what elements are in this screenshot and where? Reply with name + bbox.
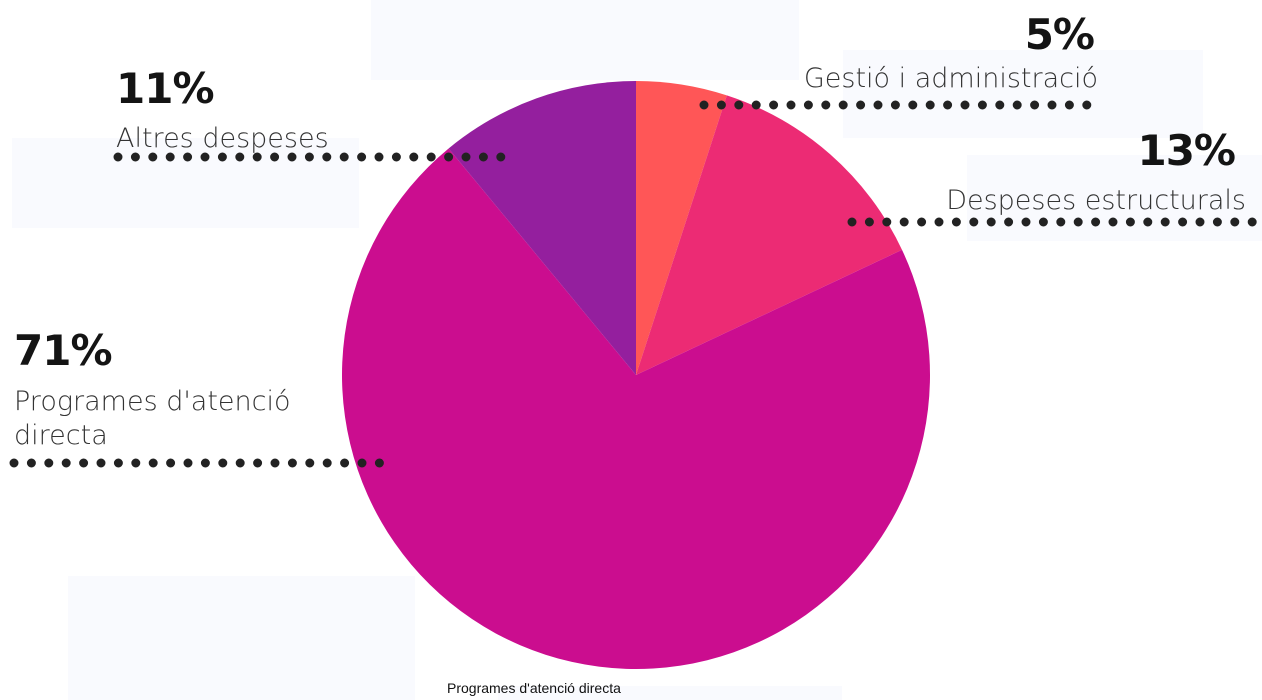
- background-panel: [68, 576, 415, 700]
- slice-category-label-programes: Programes d'atenció directa: [14, 386, 291, 451]
- slice-category-label-estructurals: Despeses estructurals: [946, 185, 1246, 216]
- background-panel: [967, 155, 1262, 241]
- pie-slice-programes[interactable]: [342, 148, 930, 670]
- pie-slice-estructurals[interactable]: [636, 95, 903, 376]
- slice-percent-label-programes: 71%: [14, 326, 113, 375]
- chart-tooltip: Programes d'atenció directa: [447, 680, 621, 696]
- background-panel: [12, 138, 359, 228]
- background-panel: [498, 686, 842, 700]
- slice-percent-label-estructurals: 13%: [1137, 126, 1236, 175]
- slice-category-label-gestio: Gestió i administració: [803, 63, 1098, 94]
- slice-category-label-altres: Altres despeses: [116, 123, 329, 154]
- slice-percent-label-gestio: 5%: [1024, 10, 1095, 59]
- pie-slice-gestio[interactable]: [636, 81, 727, 375]
- pie-slice-altres[interactable]: [448, 81, 636, 375]
- background-panel: [843, 50, 1203, 138]
- background-panel: [371, 0, 799, 80]
- slice-percent-label-altres: 11%: [116, 64, 215, 113]
